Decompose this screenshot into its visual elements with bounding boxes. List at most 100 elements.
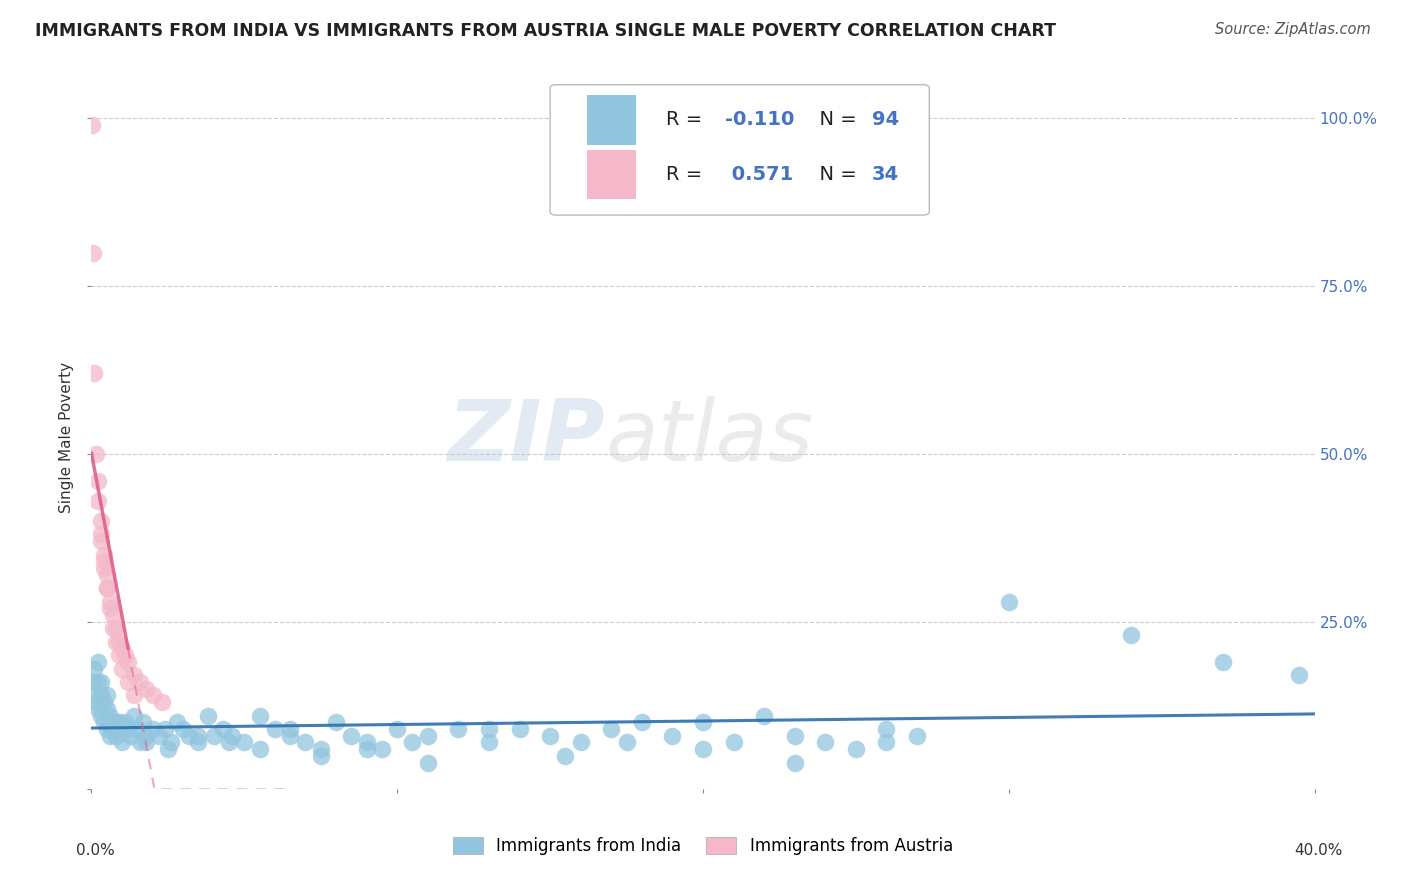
- Point: [478, 735, 501, 749]
- Text: Source: ZipAtlas.com: Source: ZipAtlas.com: [1215, 22, 1371, 37]
- Point: [96, 702, 118, 716]
- Point: [101, 715, 124, 730]
- Point: [401, 735, 423, 749]
- Point: [509, 722, 531, 736]
- Point: [104, 634, 127, 648]
- Point: [101, 607, 124, 622]
- Point: [98, 601, 121, 615]
- Point: [187, 735, 209, 749]
- Point: [875, 735, 898, 749]
- Point: [754, 708, 776, 723]
- Point: [385, 722, 409, 736]
- Text: N =: N =: [807, 111, 863, 129]
- Point: [108, 715, 131, 730]
- Point: [98, 729, 121, 743]
- Point: [249, 742, 271, 756]
- Point: [90, 689, 112, 703]
- Point: [111, 641, 134, 656]
- Point: [166, 715, 188, 730]
- Point: [114, 648, 136, 663]
- Point: [783, 729, 806, 743]
- Point: [135, 735, 157, 749]
- Point: [86, 474, 108, 488]
- Point: [96, 722, 118, 736]
- Point: [172, 722, 194, 736]
- Point: [309, 742, 332, 756]
- Point: [111, 722, 134, 736]
- Point: [127, 722, 149, 736]
- Point: [104, 729, 127, 743]
- Text: 0.0%: 0.0%: [76, 843, 115, 858]
- Point: [998, 594, 1021, 608]
- Point: [212, 722, 235, 736]
- Point: [86, 702, 108, 716]
- Point: [135, 681, 157, 696]
- Point: [90, 514, 112, 528]
- Point: [93, 695, 115, 709]
- Point: [98, 594, 121, 608]
- Point: [98, 708, 121, 723]
- Point: [278, 729, 301, 743]
- Point: [83, 367, 105, 381]
- Point: [82, 675, 104, 690]
- FancyBboxPatch shape: [586, 150, 636, 199]
- Point: [117, 655, 139, 669]
- Point: [309, 748, 332, 763]
- Point: [1212, 655, 1234, 669]
- Point: [569, 735, 592, 749]
- Point: [845, 742, 868, 756]
- Point: [101, 621, 124, 635]
- Point: [93, 548, 115, 562]
- Point: [132, 715, 155, 730]
- Point: [129, 675, 152, 690]
- Text: -0.110: -0.110: [725, 111, 794, 129]
- Point: [554, 748, 576, 763]
- Point: [90, 527, 112, 541]
- Point: [278, 722, 301, 736]
- Point: [83, 689, 105, 703]
- Point: [135, 729, 157, 743]
- Point: [117, 722, 139, 736]
- Point: [122, 668, 145, 682]
- Point: [538, 729, 561, 743]
- Text: 0.571: 0.571: [725, 165, 793, 184]
- Point: [90, 534, 112, 549]
- Point: [661, 729, 683, 743]
- Point: [96, 689, 118, 703]
- Point: [83, 662, 105, 676]
- Point: [150, 695, 173, 709]
- Point: [90, 708, 112, 723]
- Point: [723, 735, 745, 749]
- Point: [101, 722, 124, 736]
- Text: R =: R =: [666, 165, 709, 184]
- Point: [1121, 628, 1143, 642]
- Point: [129, 735, 152, 749]
- Point: [108, 634, 131, 648]
- Point: [86, 675, 108, 690]
- Text: 94: 94: [872, 111, 898, 129]
- Point: [356, 735, 378, 749]
- Point: [875, 722, 898, 736]
- Point: [82, 118, 104, 132]
- Text: atlas: atlas: [605, 395, 813, 479]
- Point: [104, 722, 127, 736]
- Point: [233, 735, 256, 749]
- Point: [93, 561, 115, 575]
- Point: [616, 735, 638, 749]
- Point: [153, 722, 176, 736]
- Point: [416, 729, 439, 743]
- FancyBboxPatch shape: [586, 95, 636, 145]
- Point: [104, 715, 127, 730]
- Point: [814, 735, 837, 749]
- Point: [218, 735, 240, 749]
- Text: ZIP: ZIP: [447, 395, 605, 479]
- Point: [600, 722, 623, 736]
- Point: [197, 708, 219, 723]
- Point: [692, 742, 714, 756]
- Point: [156, 742, 179, 756]
- Point: [111, 662, 134, 676]
- Point: [179, 729, 201, 743]
- Point: [122, 708, 145, 723]
- Point: [96, 581, 118, 595]
- Point: [96, 581, 118, 595]
